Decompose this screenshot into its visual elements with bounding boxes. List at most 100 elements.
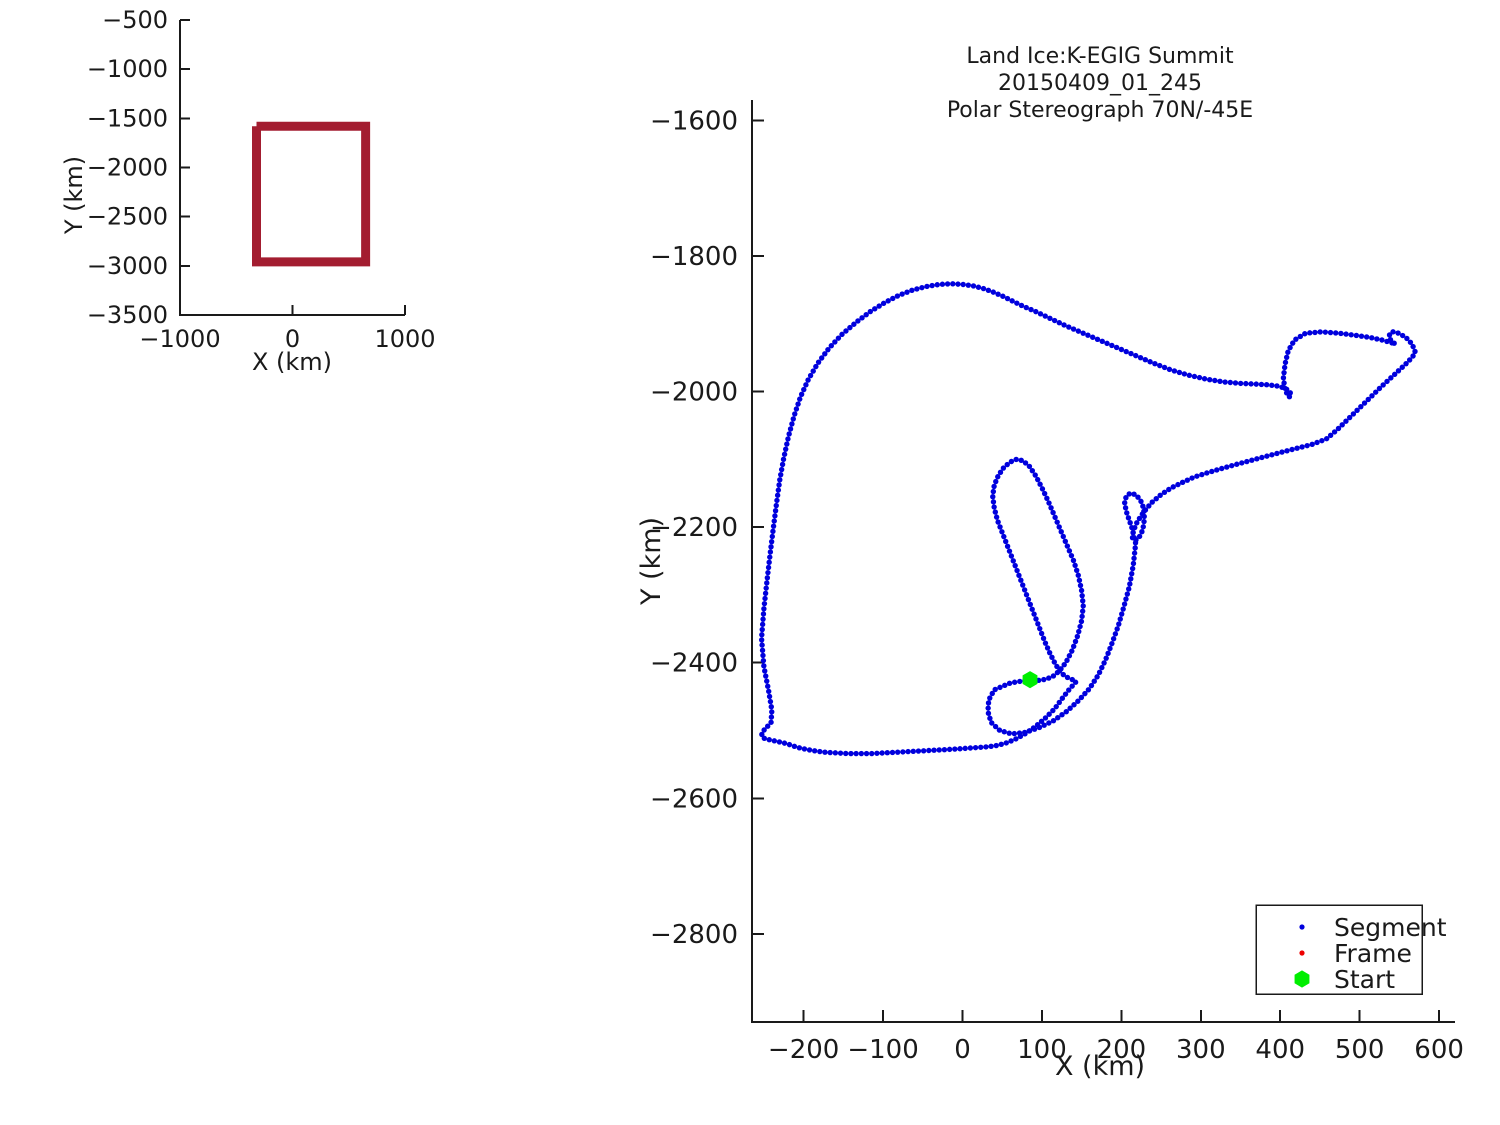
main-axis-spines [751,100,1455,1023]
segment-point [771,518,777,524]
segment-point [1023,304,1029,311]
segment-point [1399,332,1406,339]
segment-point [1410,343,1416,350]
segment-point [1001,533,1007,540]
segment-point [768,714,775,720]
segment-point [1171,368,1178,374]
segment-point [1050,717,1057,724]
segment-point [847,324,853,331]
segment-point [1127,581,1133,587]
segment-point [1297,333,1304,340]
segment-point [781,740,788,746]
segment-point [1388,375,1394,381]
segment-point [771,738,778,744]
segment-point [1384,378,1390,385]
segment-point [1176,369,1183,376]
segment-point [1248,381,1254,387]
segment-point [1126,491,1132,497]
inset-x-tick-label: 1000 [374,325,435,353]
segment-point [1026,463,1033,470]
segment-point [843,750,849,757]
segment-point [970,283,977,289]
segment-point [1119,611,1125,617]
main-x-tick-label: 400 [1255,1035,1305,1065]
legend-label-segment[interactable]: Segment [1334,913,1447,942]
segment-point [985,287,992,294]
segment-point [1060,533,1066,540]
legend-label-start[interactable]: Start [1334,965,1395,994]
segment-point [1078,618,1085,625]
segment-point [880,300,887,307]
segment-point [1046,720,1052,726]
segment-point [761,663,767,669]
main-x-tick-label: 500 [1335,1035,1385,1065]
segment-point [770,523,777,529]
segment-point [1343,418,1349,424]
segment-point [946,746,953,753]
legend-label-frame[interactable]: Frame [1334,939,1412,968]
segment-point [1041,490,1048,497]
segment-point [1032,472,1038,478]
segment-point [1050,707,1056,714]
segment-point [1335,425,1342,432]
segment-point [1020,582,1026,588]
segment-point [760,611,767,617]
segment-point [1369,393,1375,399]
segment-point [1153,496,1159,502]
segment-point [1008,458,1015,465]
segment-point [989,690,995,697]
segment-point [1079,608,1086,614]
segment-point [1068,552,1075,559]
segment-point [859,315,865,321]
segment-point [1099,664,1105,671]
segment-point [1129,571,1135,577]
segment-point [1139,511,1146,517]
segment-point [1331,429,1338,435]
segment-point [920,748,927,754]
segment-point [789,421,795,427]
segment-point [1312,329,1318,336]
segment-point [1042,313,1048,319]
segment-point [1259,454,1265,461]
segment-point [1122,505,1129,511]
segment-point [1050,673,1057,679]
segment-point [1094,674,1100,680]
segment-point [1350,411,1357,417]
segment-point [774,497,780,504]
segment-point [1152,361,1158,367]
inset-y-tick-group: −500 −1000 −1500 −2000 −2500 −3000 −3500 [87,6,190,329]
segment-point [1037,625,1043,632]
segment-point [1113,344,1120,351]
segment-point [929,282,935,289]
segment-point [774,492,781,498]
segment-point [1091,678,1097,684]
main-x-tick-label: 300 [1176,1035,1226,1065]
segment-point [1339,422,1345,428]
segment-point [967,745,974,751]
segment-point [1132,545,1138,551]
segment-point [1072,638,1079,645]
segment-point [1338,330,1344,337]
segment-point [1127,520,1133,526]
segment-point [1006,730,1012,736]
segment-point [768,544,774,550]
segment-point [1018,457,1024,464]
segment-point [1051,317,1058,324]
segment-point [822,351,828,357]
segment-point [926,747,932,754]
inset-bounding-box-path [252,121,371,267]
segment-point [1069,683,1075,689]
segment-point [778,466,785,473]
segment-point [1004,295,1011,302]
segment-point [1042,640,1049,646]
segment-point [801,746,808,752]
segment-point [1412,348,1418,355]
segment-point [1283,386,1290,393]
segment-point [1209,468,1215,475]
segment-point [1044,645,1051,651]
segment-point [993,478,999,485]
segment-point [1142,507,1149,513]
segment-point [1363,334,1370,340]
